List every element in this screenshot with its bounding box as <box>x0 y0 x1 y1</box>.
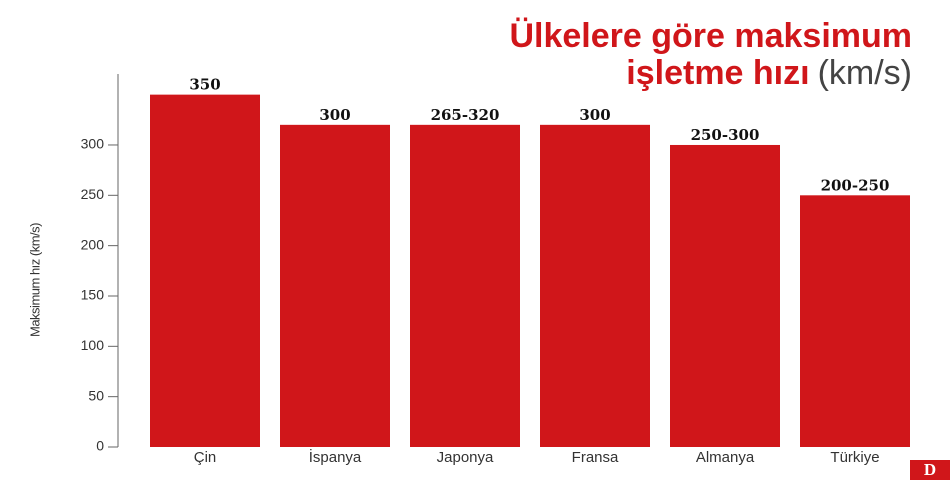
bar <box>540 124 650 448</box>
bar <box>410 124 520 448</box>
chart-title-unit: (km/s) <box>818 54 912 92</box>
bar <box>800 195 910 447</box>
x-tick-label: İspanya <box>309 448 362 466</box>
logo: D <box>924 460 936 479</box>
chart-title-line: işletme hızı (km/s) <box>626 54 912 92</box>
logo-box <box>910 460 950 480</box>
y-tick-label: 250 <box>81 186 105 202</box>
chart-title-line: Ülkelere göre maksimum <box>509 17 912 55</box>
bar <box>670 144 780 448</box>
x-tick-label: Almanya <box>696 449 755 466</box>
value-label: 300 <box>319 106 350 124</box>
value-label: 300 <box>579 106 610 124</box>
value-label: 250-300 <box>691 126 760 144</box>
x-tick-label: Çin <box>194 449 217 466</box>
value-label: 350 <box>189 76 220 94</box>
chart-title-line: işletme hızı <box>626 54 809 92</box>
bar <box>150 94 260 447</box>
bar <box>280 124 390 448</box>
y-tick-label: 0 <box>96 438 104 454</box>
y-tick-label: 200 <box>81 236 105 252</box>
y-tick-label: 150 <box>81 287 105 303</box>
value-label: 200-250 <box>821 176 890 194</box>
y-axis-label: Maksimum hız (km/s) <box>27 223 42 337</box>
y-tick-label: 50 <box>88 387 104 403</box>
x-tick-label: Fransa <box>572 449 619 466</box>
y-tick-label: 100 <box>81 337 105 353</box>
x-tick-label: Türkiye <box>830 449 879 466</box>
value-label: 265-320 <box>431 106 500 124</box>
y-tick-label: 300 <box>81 136 105 152</box>
x-tick-label: Japonya <box>437 449 494 466</box>
